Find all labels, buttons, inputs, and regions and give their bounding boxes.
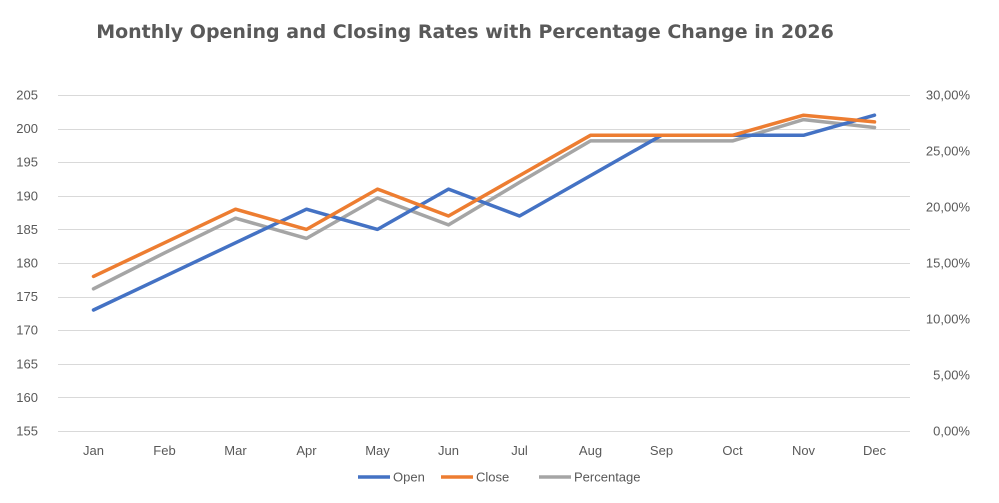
right-y-axis: 0,00% 5,00% 10,00% 15,00% 20,00% 25,00% 30,00%: [926, 88, 971, 439]
gridlines: [58, 95, 910, 432]
x-axis-tick-label: Nov: [792, 443, 816, 458]
legend: Open Close Percentage: [358, 470, 641, 485]
series-lines: [91, 113, 877, 312]
left-axis-tick-label: 185: [16, 222, 38, 237]
x-axis-tick-label: Aug: [579, 443, 602, 458]
left-axis-tick-label: 180: [16, 256, 38, 271]
series-line-open: [91, 113, 877, 312]
left-axis-tick-label: 205: [16, 88, 38, 103]
left-y-axis: 155 160 165 170 175 180 185 190 195 200 205: [16, 88, 38, 439]
right-axis-tick-label: 20,00%: [926, 200, 971, 215]
x-axis-tick-label: Jan: [83, 443, 104, 458]
x-axis-tick-label: May: [365, 443, 390, 458]
left-axis-tick-label: 170: [16, 323, 38, 338]
right-axis-tick-label: 25,00%: [926, 144, 971, 159]
left-axis-tick-label: 155: [16, 424, 38, 439]
x-axis-tick-label: Jun: [438, 443, 459, 458]
legend-label-close: Close: [476, 470, 509, 485]
left-axis-tick-label: 190: [16, 188, 38, 203]
left-axis-tick-label: 195: [16, 155, 38, 170]
left-axis-tick-label: 175: [16, 289, 38, 304]
right-axis-tick-label: 30,00%: [926, 88, 971, 103]
x-axis-tick-label: Mar: [224, 443, 247, 458]
chart-title: Monthly Opening and Closing Rates with P…: [96, 21, 834, 43]
left-axis-tick-label: 200: [16, 121, 38, 136]
left-axis-tick-label: 165: [16, 356, 38, 371]
x-axis-tick-label: Oct: [722, 443, 743, 458]
x-axis-tick-label: Apr: [296, 443, 317, 458]
x-axis-tick-label: Jul: [511, 443, 528, 458]
x-axis-tick-label: Sep: [650, 443, 673, 458]
left-axis-tick-label: 160: [16, 390, 38, 405]
legend-label-open: Open: [393, 470, 425, 485]
x-axis-tick-label: Dec: [863, 443, 887, 458]
legend-label-percentage: Percentage: [574, 470, 641, 485]
right-axis-tick-label: 10,00%: [926, 312, 971, 327]
right-axis-tick-label: 0,00%: [933, 424, 970, 439]
x-axis-tick-label: Feb: [153, 443, 175, 458]
right-axis-tick-label: 5,00%: [933, 368, 970, 383]
series-line-close: [91, 113, 877, 279]
right-axis-tick-label: 15,00%: [926, 256, 971, 271]
x-axis: Jan Feb Mar Apr May Jun Jul Aug Sep Oct Nov Dec: [83, 443, 887, 458]
